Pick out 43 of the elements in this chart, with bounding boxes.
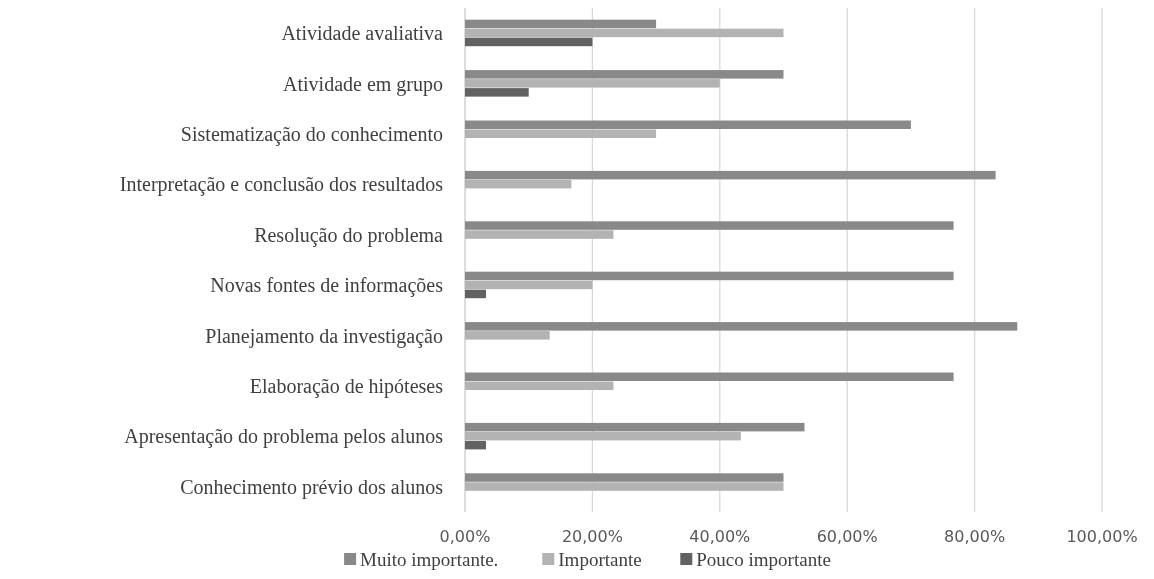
bar bbox=[465, 271, 954, 281]
x-tick-label: 0,00% bbox=[439, 527, 491, 546]
bar bbox=[465, 19, 657, 29]
bar bbox=[465, 422, 805, 432]
bar bbox=[465, 70, 784, 79]
x-tick-label: 100,00% bbox=[1066, 527, 1138, 546]
bar bbox=[465, 120, 911, 129]
y-tick-label: Novas fontes de informações bbox=[210, 274, 444, 298]
x-tick-label: 60,00% bbox=[816, 527, 878, 546]
y-tick-label: Interpretação e conclusão dos resultados bbox=[119, 173, 444, 197]
bar bbox=[465, 482, 784, 491]
bar bbox=[465, 88, 529, 97]
legend-label: Importante bbox=[558, 549, 642, 570]
y-tick-label: Planejamento da investigação bbox=[205, 324, 443, 348]
bar bbox=[465, 230, 614, 239]
y-tick-label: Resolução do problema bbox=[254, 223, 444, 247]
x-tick-label: 40,00% bbox=[689, 527, 751, 546]
bar bbox=[465, 37, 593, 47]
bar bbox=[465, 431, 741, 441]
bar bbox=[465, 289, 487, 299]
bar bbox=[465, 322, 1018, 331]
bar bbox=[465, 280, 593, 290]
y-tick-label: Atividade avaliativa bbox=[281, 22, 444, 45]
x-tick-label: 20,00% bbox=[561, 527, 623, 546]
bar bbox=[465, 372, 954, 381]
y-tick-label: Apresentação do problema pelos alunos bbox=[124, 425, 444, 449]
y-tick-label: Atividade em grupo bbox=[283, 72, 443, 96]
y-tick-label: Conhecimento prévio dos alunos bbox=[180, 475, 444, 499]
y-tick-label: Sistematização do conhecimento bbox=[180, 123, 443, 146]
bar bbox=[465, 79, 720, 88]
bar bbox=[465, 170, 996, 180]
bar bbox=[465, 28, 784, 38]
bar bbox=[465, 440, 487, 450]
bar bbox=[465, 129, 657, 138]
bar bbox=[465, 473, 784, 482]
y-tick-label: Elaboração de hipóteses bbox=[249, 375, 444, 398]
bar bbox=[465, 221, 954, 230]
legend-label: Pouco importante bbox=[696, 549, 831, 570]
bar bbox=[465, 331, 550, 340]
x-tick-label: 80,00% bbox=[944, 527, 1006, 546]
legend-label: Muito importante. bbox=[360, 549, 499, 570]
bar bbox=[465, 381, 614, 390]
bar bbox=[465, 179, 572, 189]
